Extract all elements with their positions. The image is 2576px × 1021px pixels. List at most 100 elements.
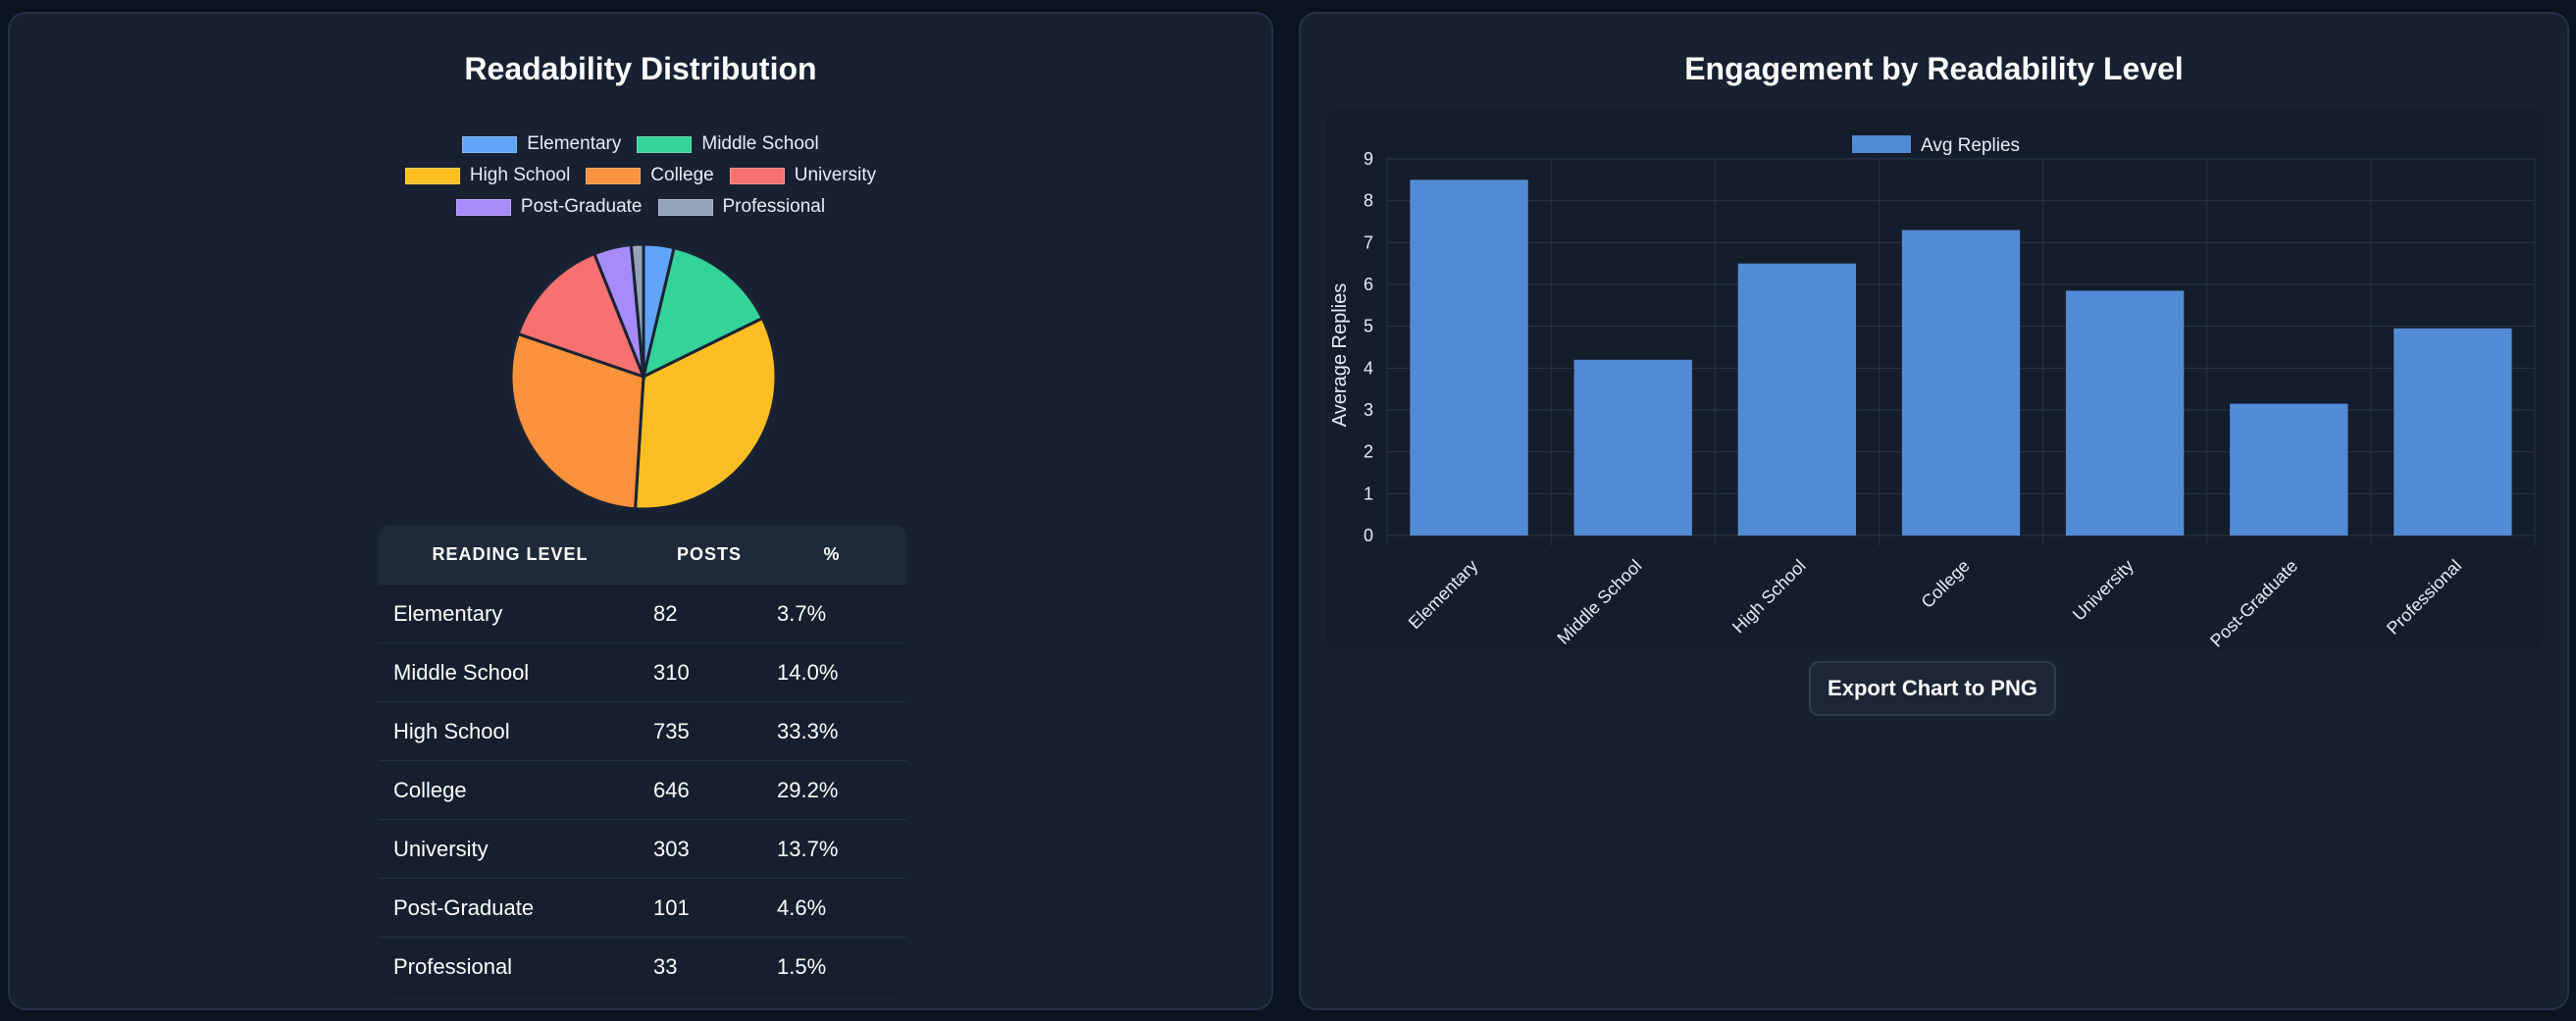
legend-item-university[interactable]: University <box>729 165 877 186</box>
pie-slice-high-school[interactable] <box>633 316 778 511</box>
legend-label: Elementary <box>527 133 622 154</box>
y-tick-label: 6 <box>1364 275 1373 294</box>
bar-elementary[interactable] <box>1410 179 1528 536</box>
cell-level: Professional <box>393 953 513 979</box>
legend-label: College <box>650 165 714 185</box>
x-tick-label: Elementary <box>1405 556 1482 634</box>
cell-level: College <box>393 777 467 802</box>
table-row: Post-Graduate 101 4.6% <box>379 878 906 937</box>
legend-swatch <box>404 167 460 184</box>
x-tick-label: College <box>1918 556 1974 612</box>
cell-posts: 735 <box>653 718 690 743</box>
legend-item-post-graduate[interactable]: Post-Graduate <box>455 196 643 218</box>
x-tick-label: Professional <box>2383 556 2465 638</box>
table-row: College 646 29.2% <box>379 760 906 819</box>
y-tick-label: 1 <box>1364 484 1373 503</box>
legend-item-middle-school[interactable]: Middle School <box>637 133 819 155</box>
bar-legend[interactable]: Avg Replies <box>1852 135 2020 156</box>
chart-bars <box>1410 179 2512 536</box>
bar-university[interactable] <box>2065 290 2185 536</box>
cell-level: Post-Graduate <box>393 894 535 920</box>
cell-percent: 33.3% <box>777 718 839 743</box>
cell-posts: 101 <box>653 894 690 920</box>
y-tick-label: 8 <box>1364 191 1373 211</box>
y-tick-label: 3 <box>1364 400 1373 420</box>
legend-swatch <box>1852 135 1911 153</box>
table-row: Middle School 310 14.0% <box>379 642 906 701</box>
bar-middle-school[interactable] <box>1573 359 1692 536</box>
legend-row: High School College University <box>404 165 877 186</box>
y-tick-label: 2 <box>1364 442 1373 462</box>
header-percent: % <box>823 544 841 564</box>
legend-item-high-school[interactable]: High School <box>404 165 571 186</box>
table-header: READING LEVEL POSTS % <box>379 526 906 584</box>
legend-label: Post-Graduate <box>520 196 643 217</box>
cell-posts: 646 <box>653 777 690 802</box>
header-reading-level: READING LEVEL <box>432 544 589 564</box>
bar-chart-title: Engagement by Readability Level <box>1684 51 2184 86</box>
y-axis-ticks: 0 1 2 3 4 5 6 7 8 9 <box>1364 149 1373 545</box>
legend-swatch <box>586 167 642 184</box>
x-tick-label: High School <box>1728 556 1810 638</box>
bar-post-graduate[interactable] <box>2230 403 2348 536</box>
legend-label: Professional <box>722 196 826 217</box>
x-tick-label: Post-Graduate <box>2206 556 2301 649</box>
bar-professional[interactable] <box>2394 328 2512 536</box>
cell-percent: 1.5% <box>777 953 827 979</box>
legend-row: Elementary Middle School <box>462 133 819 155</box>
cell-level: Middle School <box>393 659 530 685</box>
y-axis-label: Average Replies <box>1329 283 1351 427</box>
cell-percent: 4.6% <box>777 894 827 920</box>
pie-slice-middle-school[interactable] <box>641 245 765 380</box>
pie-chart-title: Readability Distribution <box>464 51 817 86</box>
table-row: University 303 13.7% <box>379 819 906 878</box>
readability-distribution-panel: Readability Distribution Elementary Midd… <box>8 12 1273 1010</box>
legend-label: Middle School <box>701 133 819 154</box>
cell-level: Elementary <box>393 600 503 626</box>
y-tick-label: 4 <box>1364 358 1373 378</box>
legend-swatch <box>462 135 518 153</box>
pie-legend: Elementary Middle School High School Col… <box>10 133 1271 218</box>
cell-posts: 303 <box>653 836 690 861</box>
legend-swatch <box>657 198 713 216</box>
cell-level: University <box>393 836 489 861</box>
cell-percent: 3.7% <box>777 600 827 626</box>
reading-level-table: READING LEVEL POSTS % Elementary 82 3.7%… <box>379 526 906 995</box>
legend-label: High School <box>469 165 571 185</box>
cell-posts: 310 <box>653 659 690 685</box>
header-posts: POSTS <box>676 544 742 564</box>
pie-slice-professional[interactable] <box>629 242 645 378</box>
legend-label: Avg Replies <box>1921 135 2020 156</box>
cell-percent: 13.7% <box>777 836 839 861</box>
bar-high-school[interactable] <box>1737 263 1857 536</box>
legend-swatch <box>455 198 511 216</box>
legend-swatch <box>729 167 785 184</box>
engagement-panel: Engagement by Readability Level 0 1 2 3 4 5 6 7… <box>1299 12 2569 1010</box>
legend-item-professional[interactable]: Professional <box>657 196 826 218</box>
x-axis-ticks: Elementary Middle School High School Colleg… <box>1405 556 2465 649</box>
pie-slice-college[interactable] <box>509 332 645 511</box>
table-row: Elementary 82 3.7% <box>379 584 906 642</box>
legend-item-elementary[interactable]: Elementary <box>462 133 621 155</box>
cell-percent: 29.2% <box>777 777 839 802</box>
bar-college[interactable] <box>1901 230 2021 536</box>
export-chart-button[interactable]: Export Chart to PNG <box>1809 661 2056 716</box>
table-row: High School 735 33.3% <box>379 701 906 760</box>
legend-swatch <box>637 135 693 153</box>
y-tick-label: 0 <box>1364 526 1373 545</box>
table-row: Professional 33 1.5% <box>379 937 906 995</box>
cell-percent: 14.0% <box>777 659 839 685</box>
cell-posts: 33 <box>653 953 678 979</box>
pie-slice-university[interactable] <box>516 251 646 380</box>
y-tick-label: 9 <box>1364 149 1373 169</box>
y-tick-label: 5 <box>1364 317 1373 336</box>
legend-item-college[interactable]: College <box>586 165 714 186</box>
y-tick-label: 7 <box>1364 232 1373 252</box>
pie-chart <box>509 242 778 511</box>
cell-posts: 82 <box>653 600 678 626</box>
legend-label: University <box>794 165 877 185</box>
bar-chart-container: 0 1 2 3 4 5 6 7 8 9 Elementary Middle School High S… <box>1326 110 2545 649</box>
bar-chart: 0 1 2 3 4 5 6 7 8 9 Elementary Middle School High S… <box>1329 135 2536 649</box>
cell-level: High School <box>393 718 510 743</box>
x-tick-label: Middle School <box>1553 556 1645 648</box>
